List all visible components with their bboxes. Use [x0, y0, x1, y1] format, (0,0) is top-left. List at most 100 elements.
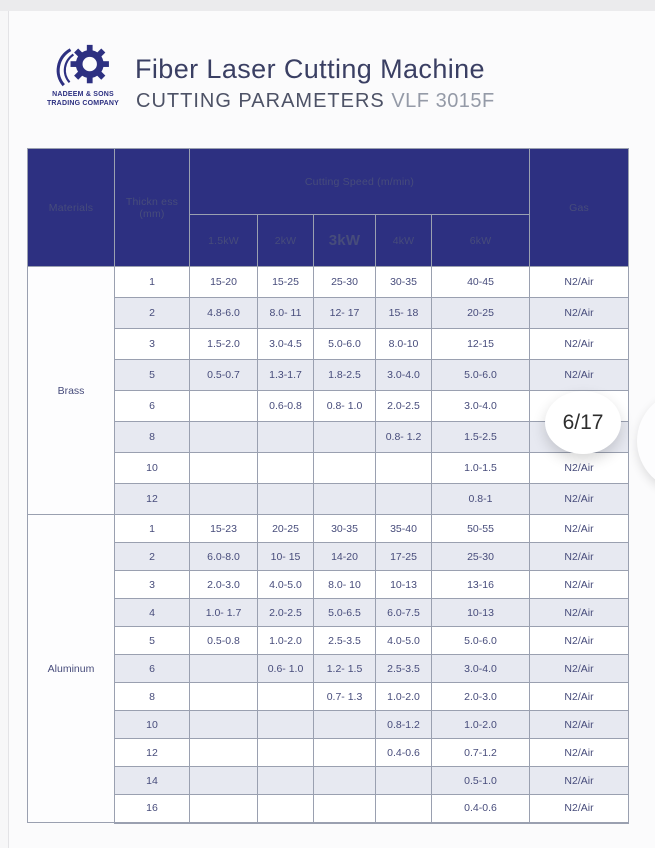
speed-cell — [189, 452, 258, 484]
table-row: Aluminum 1 15-23 20-25 30-35 35-40 50-55 N2/Air — [27, 514, 630, 823]
gas-cell: N2/Air — [529, 328, 630, 360]
speed-cell: 1.3-1.7 — [257, 359, 314, 391]
col-header-materials: Materials — [27, 148, 115, 267]
thickness-label-line1: Thickn ess — [125, 195, 179, 208]
speed-cell: 40-45 — [430, 266, 531, 298]
speed-cell: 4.0-5.0 — [257, 570, 314, 599]
speed-cell: 5.0-6.0 — [313, 328, 376, 360]
speed-cell: 0.8- 1.0 — [313, 390, 376, 422]
speed-cell: 15- 18 — [375, 297, 432, 329]
speed-cell — [313, 483, 376, 515]
model-number: VLF 3015F — [391, 90, 495, 112]
speed-cell — [313, 766, 376, 795]
table-row: 2 6.0-8.0 10- 15 14-20 17-25 25-30 N2/Air — [28, 542, 630, 571]
gear-swoosh-icon — [56, 44, 109, 87]
speed-cell: 8.0- 11 — [257, 297, 314, 329]
table-row: 3 1.5-2.0 3.0-4.5 5.0-6.0 8.0-10 12-15 N2/Air — [28, 328, 630, 360]
speed-cell: 20-25 — [430, 297, 531, 329]
speed-cell — [257, 766, 314, 795]
col-header-cutting-speed: Cutting Speed (m/min) — [188, 148, 531, 215]
gas-cell: N2/Air — [529, 297, 630, 329]
speed-cell: 1.0-2.0 — [375, 682, 432, 711]
thickness-cell: 12 — [114, 483, 190, 515]
col-header-3kw: 3kW — [313, 214, 376, 267]
gas-cell: N2/Air — [529, 794, 630, 824]
logo-text-line1: NADEEM & SONS — [52, 91, 114, 98]
speed-cell: 0.7-1.2 — [430, 738, 531, 767]
speed-cell — [189, 421, 258, 453]
table-row: 8 0.8- 1.2 1.5-2.5 — [28, 421, 630, 453]
speed-cell: 1.5-2.0 — [189, 328, 258, 360]
speed-cell: 10-13 — [430, 598, 531, 627]
col-header-thickness: Thickn ess (mm) — [114, 148, 190, 267]
thickness-cell: 5 — [114, 359, 190, 391]
speed-cell: 2.0-3.0 — [189, 570, 258, 599]
speed-cell — [257, 738, 314, 767]
speed-cell — [189, 794, 258, 824]
speed-cell: 0.4-0.6 — [430, 794, 531, 824]
col-header-4kw: 4kW — [375, 214, 432, 267]
thickness-label-line2: (mm) — [139, 207, 165, 220]
thickness-cell: 8 — [114, 682, 190, 711]
thickness-cell: 6 — [114, 390, 190, 422]
gas-cell: N2/Air — [529, 710, 630, 739]
speed-cell: 5.0-6.0 — [430, 359, 531, 391]
thickness-cell: 14 — [114, 766, 190, 795]
speed-cell: 2.0-2.5 — [375, 390, 432, 422]
thickness-cell: 1 — [114, 266, 190, 298]
table-row: 12 0.4-0.6 0.7-1.2 N2/Air — [28, 738, 630, 767]
col-header-1-5kw: 1.5kW — [189, 214, 258, 267]
speed-cell: 15-25 — [257, 266, 314, 298]
speed-cell — [313, 421, 376, 453]
speed-cell — [189, 682, 258, 711]
speed-cell: 6.0-7.5 — [375, 598, 432, 627]
thickness-cell: 5 — [114, 626, 190, 655]
gas-cell: N2/Air — [529, 570, 630, 599]
logo-text-line2: TRADING COMPANY — [46, 100, 120, 108]
company-logo: NADEEM & SONS TRADING COMPANY — [40, 42, 126, 108]
thickness-cell: 3 — [114, 570, 190, 599]
speed-cell — [257, 452, 314, 484]
speed-cell: 14-20 — [313, 542, 376, 571]
speed-cell: 3.0-4.0 — [375, 359, 432, 391]
material-label: Brass — [27, 266, 115, 515]
speed-cell: 5.0-6.5 — [313, 598, 376, 627]
speed-cell — [257, 710, 314, 739]
col-header-2kw: 2kW — [257, 214, 314, 267]
thickness-cell: 10 — [114, 452, 190, 484]
speed-cell — [313, 710, 376, 739]
speed-cell: 20-25 — [257, 514, 314, 543]
speed-cell: 2.0-3.0 — [430, 682, 531, 711]
table-row: 6 0.6- 1.0 1.2- 1.5 2.5-3.5 3.0-4.0 N2/Air — [28, 654, 630, 683]
speed-cell: 15-23 — [189, 514, 258, 543]
gas-cell: N2/Air — [529, 738, 630, 767]
speed-cell: 10-13 — [375, 570, 432, 599]
subtitle-text: CUTTING PARAMETERS — [136, 90, 385, 112]
speed-cell — [189, 766, 258, 795]
speed-cell: 30-35 — [313, 514, 376, 543]
table-row: 8 0.7- 1.3 1.0-2.0 2.0-3.0 N2/Air — [28, 682, 630, 711]
speed-cell — [313, 452, 376, 484]
gas-cell: N2/Air — [529, 766, 630, 795]
speed-cell: 25-30 — [430, 542, 531, 571]
header-row-power: 1.5kW 2kW 3kW 4kW 6kW — [28, 214, 629, 267]
table-body: Brass 1 15-20 15-25 25-30 30-35 40-45 N2/Air 2 4.… — [27, 266, 630, 824]
speed-cell: 1.0-2.0 — [430, 710, 531, 739]
col-header-6kw: 6kW — [430, 214, 531, 267]
speed-cell: 4.0-5.0 — [375, 626, 432, 655]
thickness-cell: 4 — [114, 598, 190, 627]
speed-cell: 0.8-1 — [430, 483, 531, 515]
speed-cell: 2.5-3.5 — [375, 654, 432, 683]
table-row: 5 0.5-0.7 1.3-1.7 1.8-2.5 3.0-4.0 5.0-6.0 N2/A… — [28, 359, 630, 391]
speed-cell: 3.0-4.0 — [430, 654, 531, 683]
speed-cell: 30-35 — [375, 266, 432, 298]
speed-cell — [375, 766, 432, 795]
speed-cell: 0.4-0.6 — [375, 738, 432, 767]
speed-cell — [313, 738, 376, 767]
header-row-top: Materials Thickn ess (mm) Cutting Speed … — [27, 148, 630, 267]
speed-cell — [189, 483, 258, 515]
gas-cell: N2/Air — [529, 359, 630, 391]
speed-cell: 5.0-6.0 — [430, 626, 531, 655]
page-title: Fiber Laser Cutting Machine — [135, 54, 485, 84]
